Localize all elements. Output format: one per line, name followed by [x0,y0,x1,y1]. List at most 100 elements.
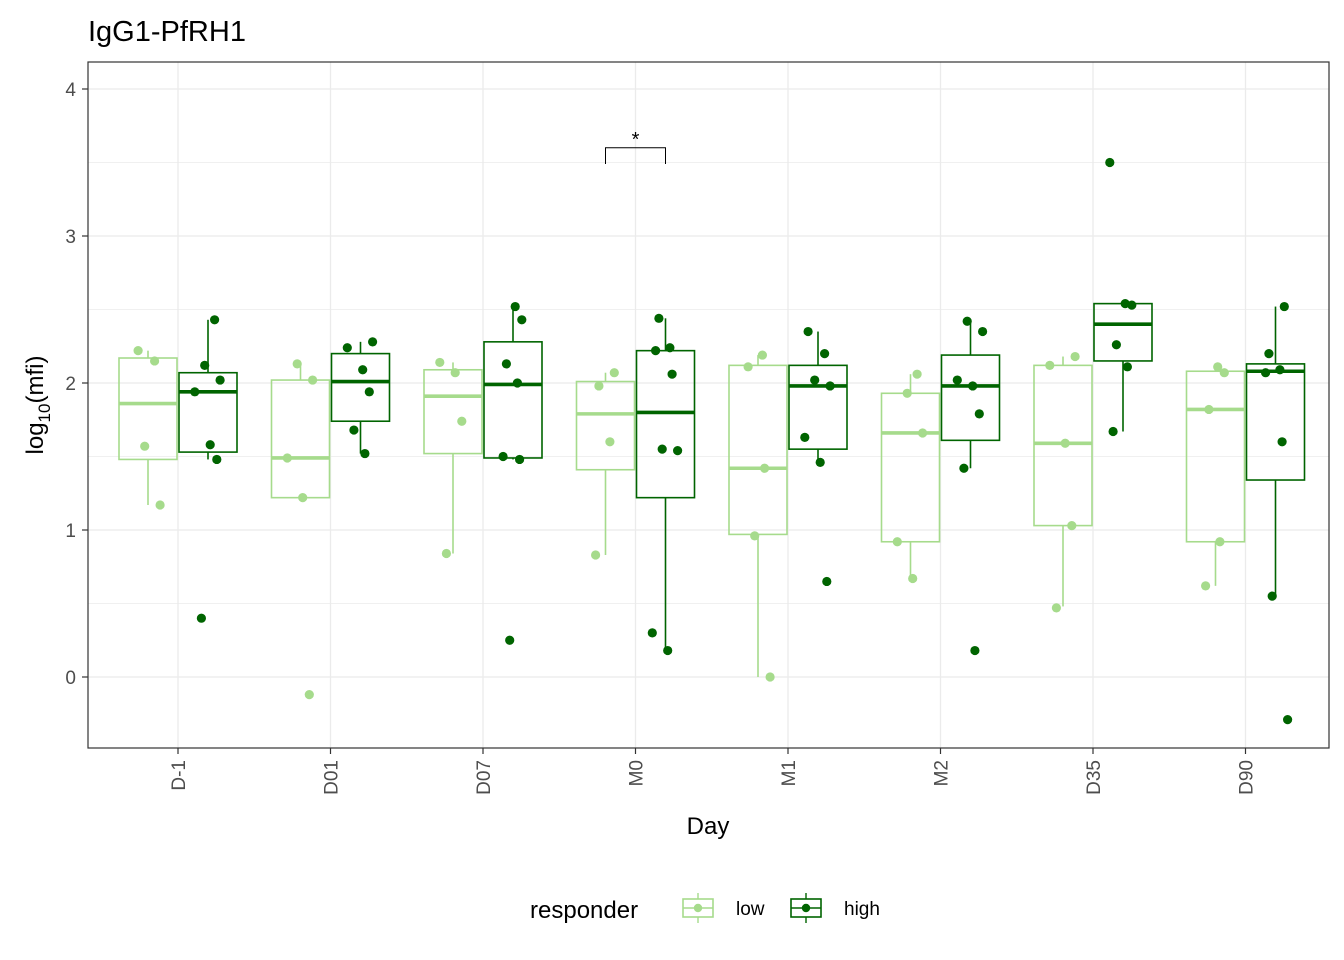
data-point [360,448,370,459]
data-point [212,454,222,465]
data-point [657,444,667,454]
box-low-D01 [270,363,331,499]
data-point [368,337,378,347]
box-iqr [940,354,1001,442]
box-low-D-1 [118,350,178,506]
data-point [150,356,160,366]
data-point [450,368,460,378]
data-point [1267,591,1277,601]
box-iqr [423,368,483,455]
data-point [902,388,912,398]
data-point [974,409,984,419]
y-axis-title-base: log [22,422,49,454]
data-point [358,365,368,375]
data-point [822,576,832,587]
legend-title: responder [530,897,638,924]
x-tick-label: D35 [1084,760,1105,795]
box-low-D07 [423,362,483,554]
data-point [133,346,143,356]
data-point [825,381,835,391]
y-tick-label: 4 [65,80,76,101]
data-point [515,454,525,465]
data-point [654,313,664,323]
significance-layer: * [605,129,666,164]
data-point [501,359,511,369]
data-point [1275,365,1285,375]
box-iqr [330,352,391,423]
data-point [498,451,508,462]
x-tick-label: M2 [932,760,953,786]
box-high-D-1 [178,319,238,460]
box-high-M1 [788,331,848,463]
data-point [200,360,210,370]
box-iqr [880,392,941,543]
data-point [810,375,820,385]
data-point [647,628,657,638]
box-high-D01 [330,341,391,454]
legend-label-high: high [844,899,880,920]
plot-background [88,62,1329,748]
box-iqr [483,341,543,459]
y-tick-label: 1 [65,521,76,542]
data-point [1122,362,1132,372]
y-tick-label: 0 [65,668,76,689]
legend-item-high: high [790,893,880,923]
data-point [918,428,928,438]
data-point [292,359,302,369]
data-point [750,531,760,541]
data-point [1067,520,1077,531]
box-high-M0 [635,318,696,651]
box-iqr [118,357,178,461]
data-point [760,463,770,473]
data-point [512,378,523,388]
box-iqr [1033,364,1093,527]
box-iqr [270,379,331,499]
x-tick-label: D01 [322,760,343,795]
data-point [1201,581,1211,591]
x-tick-label: M1 [779,760,800,786]
data-point [968,381,978,391]
data-point [196,613,206,623]
data-point [435,357,445,368]
y-axis-title: log10(mfi) [22,356,54,455]
data-point [1215,537,1225,547]
data-point [970,645,980,656]
data-point [1279,301,1289,312]
data-point [349,425,359,435]
data-point [800,432,810,442]
y-tick-label: 3 [65,227,76,248]
data-point [803,326,813,337]
data-point [364,387,374,397]
data-point [959,463,969,473]
data-point [1261,368,1271,378]
data-point [1127,300,1137,310]
data-point [962,316,972,326]
data-point [298,493,308,503]
data-point [820,349,830,359]
x-axis-title: Day [687,813,730,840]
significance-bracket [605,147,666,164]
data-point [1060,438,1070,448]
data-point [1108,426,1118,437]
data-point [665,343,675,353]
box-iqr [1093,302,1153,362]
legend-label-low: low [736,899,765,920]
data-point [591,550,601,560]
data-point [342,343,352,353]
grid [88,62,1329,748]
box-iqr [575,380,636,471]
data-point [605,437,615,447]
chart-title: IgG1-PfRH1 [88,16,246,48]
box-iqr [178,371,238,453]
box-iqr [728,364,788,536]
y-tick-label: 2 [65,374,76,395]
box-high-D07 [483,306,543,460]
data-point [609,368,619,378]
data-point [441,548,451,559]
data-point [308,375,318,385]
data-point [282,453,292,463]
data-point [140,441,150,451]
data-point [594,381,604,391]
x-axis: D-1 D01 D07 M0 M1 M2 D35 D90 [169,748,1258,795]
legend: responder low high [530,893,880,924]
